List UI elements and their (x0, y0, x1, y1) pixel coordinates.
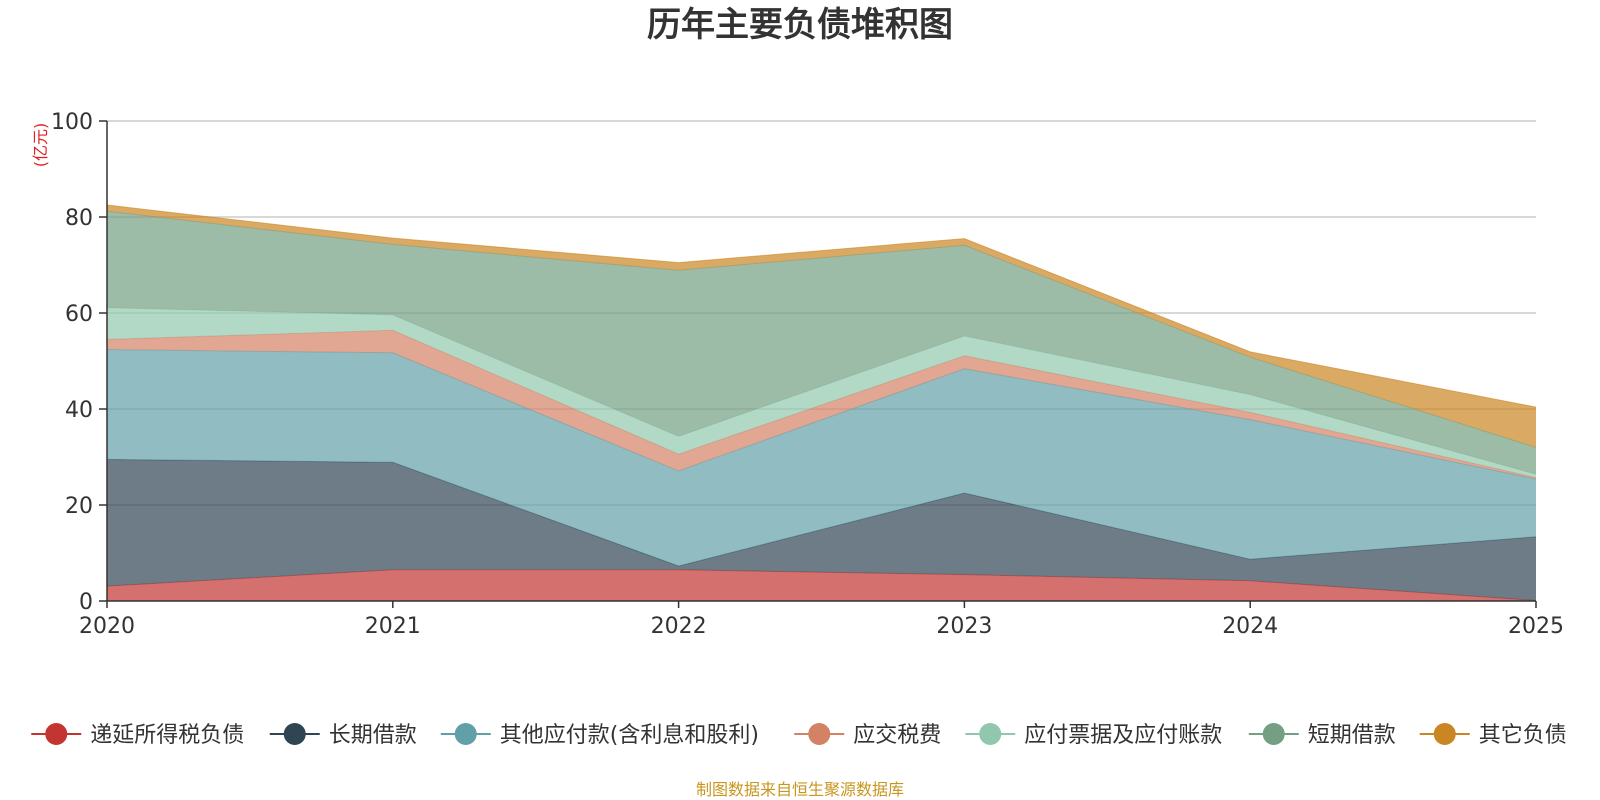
x-tick-label-2023: 2023 (936, 614, 992, 639)
area-series-4 (107, 330, 1536, 480)
legend-label: 其他应付款(含利息和股利) (500, 723, 759, 748)
area-series-3 (107, 349, 1536, 566)
legend-item-2[interactable]: 长期借款 (269, 723, 417, 748)
legend-label: 递延所得税负债 (90, 723, 244, 748)
x-tick-label-2025: 2025 (1508, 614, 1564, 639)
x-tick-label-2022: 2022 (651, 614, 707, 639)
axes: 0 20 40 60 80 100 2020 2021 2022 2023 2024 2025 (51, 110, 1564, 639)
area-series-1 (107, 569, 1536, 601)
area-series-6 (107, 211, 1536, 475)
legend-item-4[interactable]: 应交税费 (794, 723, 941, 748)
legend-circle-icon (45, 723, 68, 745)
y-tick-label-40: 40 (65, 398, 93, 423)
legend-label: 应交税费 (853, 723, 941, 748)
legend-circle-icon (283, 723, 306, 745)
legend-item-7[interactable]: 其它负债 (1419, 723, 1567, 748)
area-series-5 (107, 307, 1536, 478)
legend-circle-icon (1262, 723, 1285, 745)
chart-title: 历年主要负债堆积图 (647, 5, 953, 45)
legend-item-3[interactable]: 其他应付款(含利息和股利) (440, 723, 759, 748)
x-tick-label-2021: 2021 (365, 614, 421, 639)
x-tick-label-2024: 2024 (1222, 614, 1278, 639)
legend-label: 应付票据及应付账款 (1024, 723, 1222, 748)
y-tick-label-80: 80 (65, 206, 93, 231)
legend-circle-icon (979, 723, 1002, 745)
y-tick-label-100: 100 (51, 110, 93, 135)
y-tick-label-0: 0 (79, 590, 93, 615)
legend-circle-icon (454, 723, 477, 745)
legend-circle-icon (808, 723, 831, 745)
legend-circle-icon (1433, 723, 1456, 745)
x-tick-label-2020: 2020 (79, 614, 135, 639)
y-tick-label-20: 20 (65, 494, 93, 519)
area-edge-series-7 (106, 204, 1537, 408)
legend-item-6[interactable]: 短期借款 (1248, 723, 1396, 748)
legend[interactable]: 递延所得税负债 长期借款 其他应付款(含利息和股利) 应交税费 应付票据及应付账款 短期借… (31, 723, 1567, 748)
legend-item-1[interactable]: 递延所得税负债 (31, 723, 244, 748)
y-axis-unit-label: (亿元) (31, 123, 50, 168)
y-tick-label-60: 60 (65, 302, 93, 327)
area-series-7 (107, 205, 1536, 448)
legend-label: 其它负债 (1479, 723, 1567, 748)
legend-label: 短期借款 (1308, 723, 1396, 748)
legend-item-5[interactable]: 应付票据及应付账款 (965, 723, 1222, 748)
area-series (106, 204, 1537, 601)
data-source-note: 制图数据来自恒生聚源数据库 (696, 780, 904, 799)
legend-label: 长期借款 (329, 723, 417, 748)
